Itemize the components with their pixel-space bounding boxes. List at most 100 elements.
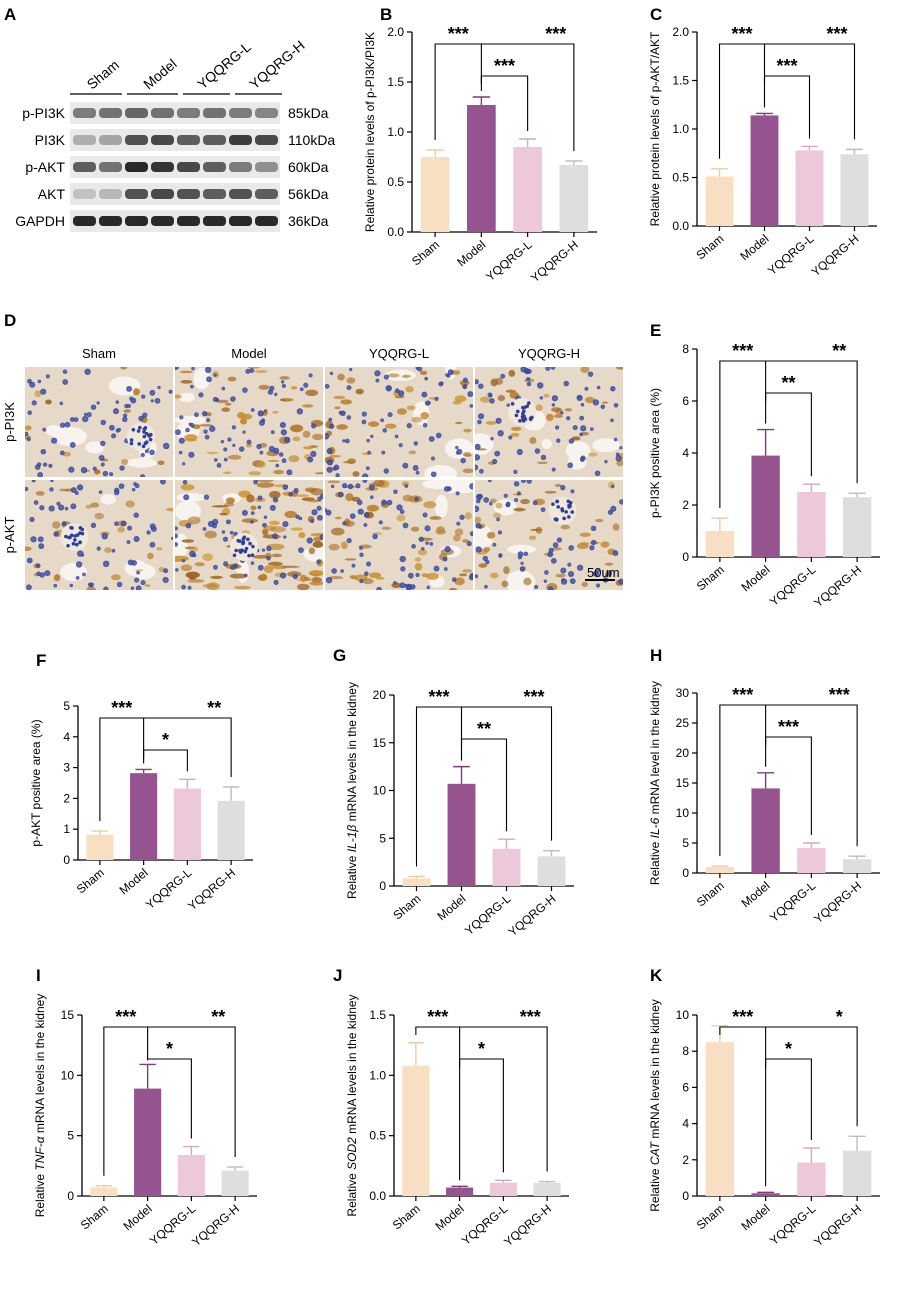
ihc-nucleus bbox=[136, 570, 140, 575]
ihc-stain bbox=[263, 565, 274, 574]
ihc-stain bbox=[94, 512, 105, 520]
y-axis-label: p-PI3K positive area (%) bbox=[648, 388, 662, 518]
ihc-stain bbox=[485, 420, 497, 425]
significance-label: *** bbox=[523, 687, 544, 707]
ihc-stain bbox=[579, 532, 591, 537]
ihc-stain bbox=[535, 404, 543, 412]
ihc-lumen bbox=[434, 494, 448, 518]
ihc-image bbox=[175, 480, 323, 590]
ihc-nucleus bbox=[274, 392, 278, 397]
ihc-nucleus bbox=[222, 536, 229, 542]
ihc-stain bbox=[529, 437, 537, 444]
ihc-nucleus bbox=[230, 564, 236, 570]
ihc-nucleus bbox=[555, 425, 560, 430]
significance-label: *** bbox=[732, 1007, 753, 1027]
significance-label: *** bbox=[732, 685, 753, 705]
ihc-nucleus bbox=[100, 462, 105, 467]
ihc-nucleus bbox=[227, 437, 232, 442]
histology-row-label: p-PI3K bbox=[2, 402, 17, 442]
ihc-lumen bbox=[541, 438, 552, 450]
ihc-stain bbox=[510, 432, 520, 437]
ihc-nucleus bbox=[523, 551, 529, 557]
ihc-nucleus bbox=[70, 526, 74, 530]
significance-label: ** bbox=[832, 341, 846, 361]
ihc-nucleus bbox=[226, 519, 231, 525]
significance-label: * bbox=[162, 730, 169, 750]
ihc-nucleus bbox=[484, 584, 488, 589]
ihc-stain bbox=[179, 370, 193, 374]
ihc-nucleus bbox=[206, 376, 212, 383]
ihc-stain bbox=[233, 585, 251, 590]
ihc-nucleus bbox=[26, 584, 32, 590]
ihc-nucleus bbox=[216, 463, 222, 468]
ihc-nucleus bbox=[579, 457, 585, 462]
y-tick-label: 0.5 bbox=[369, 1129, 386, 1143]
ihc-stain bbox=[314, 472, 323, 475]
ihc-nucleus bbox=[475, 574, 479, 579]
ihc-stain bbox=[411, 416, 423, 423]
ihc-nucleus bbox=[433, 565, 440, 572]
ihc-stain bbox=[553, 414, 563, 418]
ihc-nucleus bbox=[241, 537, 246, 541]
ihc-nucleus bbox=[144, 449, 149, 454]
ihc-nucleus bbox=[39, 572, 45, 578]
ihc-nucleus bbox=[516, 491, 521, 496]
ihc-nucleus bbox=[251, 544, 255, 549]
blot-protein-label: AKT bbox=[38, 186, 66, 202]
ihc-nucleus bbox=[381, 450, 386, 455]
ihc-lumen bbox=[178, 392, 195, 403]
ihc-nucleus bbox=[111, 433, 117, 439]
bar-chart-f: F 0 1 2 3 4 5 p-AKT positive area (%) Sham Model Y… bbox=[29, 651, 253, 913]
ihc-nucleus bbox=[346, 385, 352, 391]
ihc-nucleus bbox=[109, 472, 114, 477]
ihc-stain bbox=[601, 401, 609, 404]
ihc-stain bbox=[256, 460, 267, 469]
ihc-nucleus bbox=[261, 548, 266, 552]
ihc-lumen bbox=[384, 369, 416, 382]
ihc-nucleus bbox=[257, 505, 262, 510]
ihc-lumen bbox=[85, 441, 105, 454]
ihc-nucleus bbox=[31, 480, 36, 483]
ihc-nucleus bbox=[162, 576, 169, 584]
y-tick-label: 1.0 bbox=[387, 125, 404, 139]
ihc-nucleus bbox=[434, 396, 439, 401]
ihc-stain bbox=[334, 516, 342, 520]
ihc-image bbox=[475, 367, 623, 477]
ihc-nucleus bbox=[460, 457, 466, 464]
ihc-nucleus bbox=[590, 427, 594, 431]
ihc-stain bbox=[237, 411, 246, 419]
ihc-nucleus bbox=[163, 568, 169, 574]
ihc-stain bbox=[355, 388, 364, 395]
ihc-nucleus bbox=[442, 556, 448, 562]
ihc-stain bbox=[295, 494, 309, 497]
significance-bracket bbox=[459, 1058, 504, 1173]
ihc-stain bbox=[279, 376, 290, 380]
ihc-lumen bbox=[565, 441, 591, 461]
ihc-stain bbox=[523, 577, 532, 586]
x-tick-label: Sham bbox=[694, 1202, 727, 1233]
ihc-nucleus bbox=[566, 416, 571, 421]
ihc-stain bbox=[362, 578, 374, 585]
ihc-stain bbox=[219, 512, 228, 516]
bar bbox=[217, 800, 245, 860]
ihc-nucleus bbox=[142, 430, 146, 434]
ihc-nucleus bbox=[280, 429, 287, 436]
y-tick-label: 8 bbox=[682, 1044, 689, 1058]
ihc-nucleus bbox=[584, 386, 589, 391]
ihc-nucleus bbox=[160, 480, 166, 485]
ihc-nucleus bbox=[402, 522, 409, 529]
bar bbox=[705, 176, 734, 226]
bar bbox=[705, 867, 735, 873]
ihc-nucleus bbox=[527, 401, 531, 405]
ihc-nucleus bbox=[202, 527, 207, 531]
bar bbox=[402, 1065, 430, 1196]
ihc-nucleus bbox=[568, 438, 575, 444]
ihc-nucleus bbox=[272, 533, 278, 539]
ihc-nucleus bbox=[508, 435, 513, 440]
ihc-nucleus bbox=[144, 440, 149, 444]
ihc-stain bbox=[328, 576, 344, 580]
y-tick-label: 6 bbox=[682, 1080, 689, 1094]
ihc-nucleus bbox=[76, 484, 84, 491]
x-tick-label: YQQRG-H bbox=[189, 1202, 242, 1250]
ihc-stain bbox=[211, 505, 229, 508]
